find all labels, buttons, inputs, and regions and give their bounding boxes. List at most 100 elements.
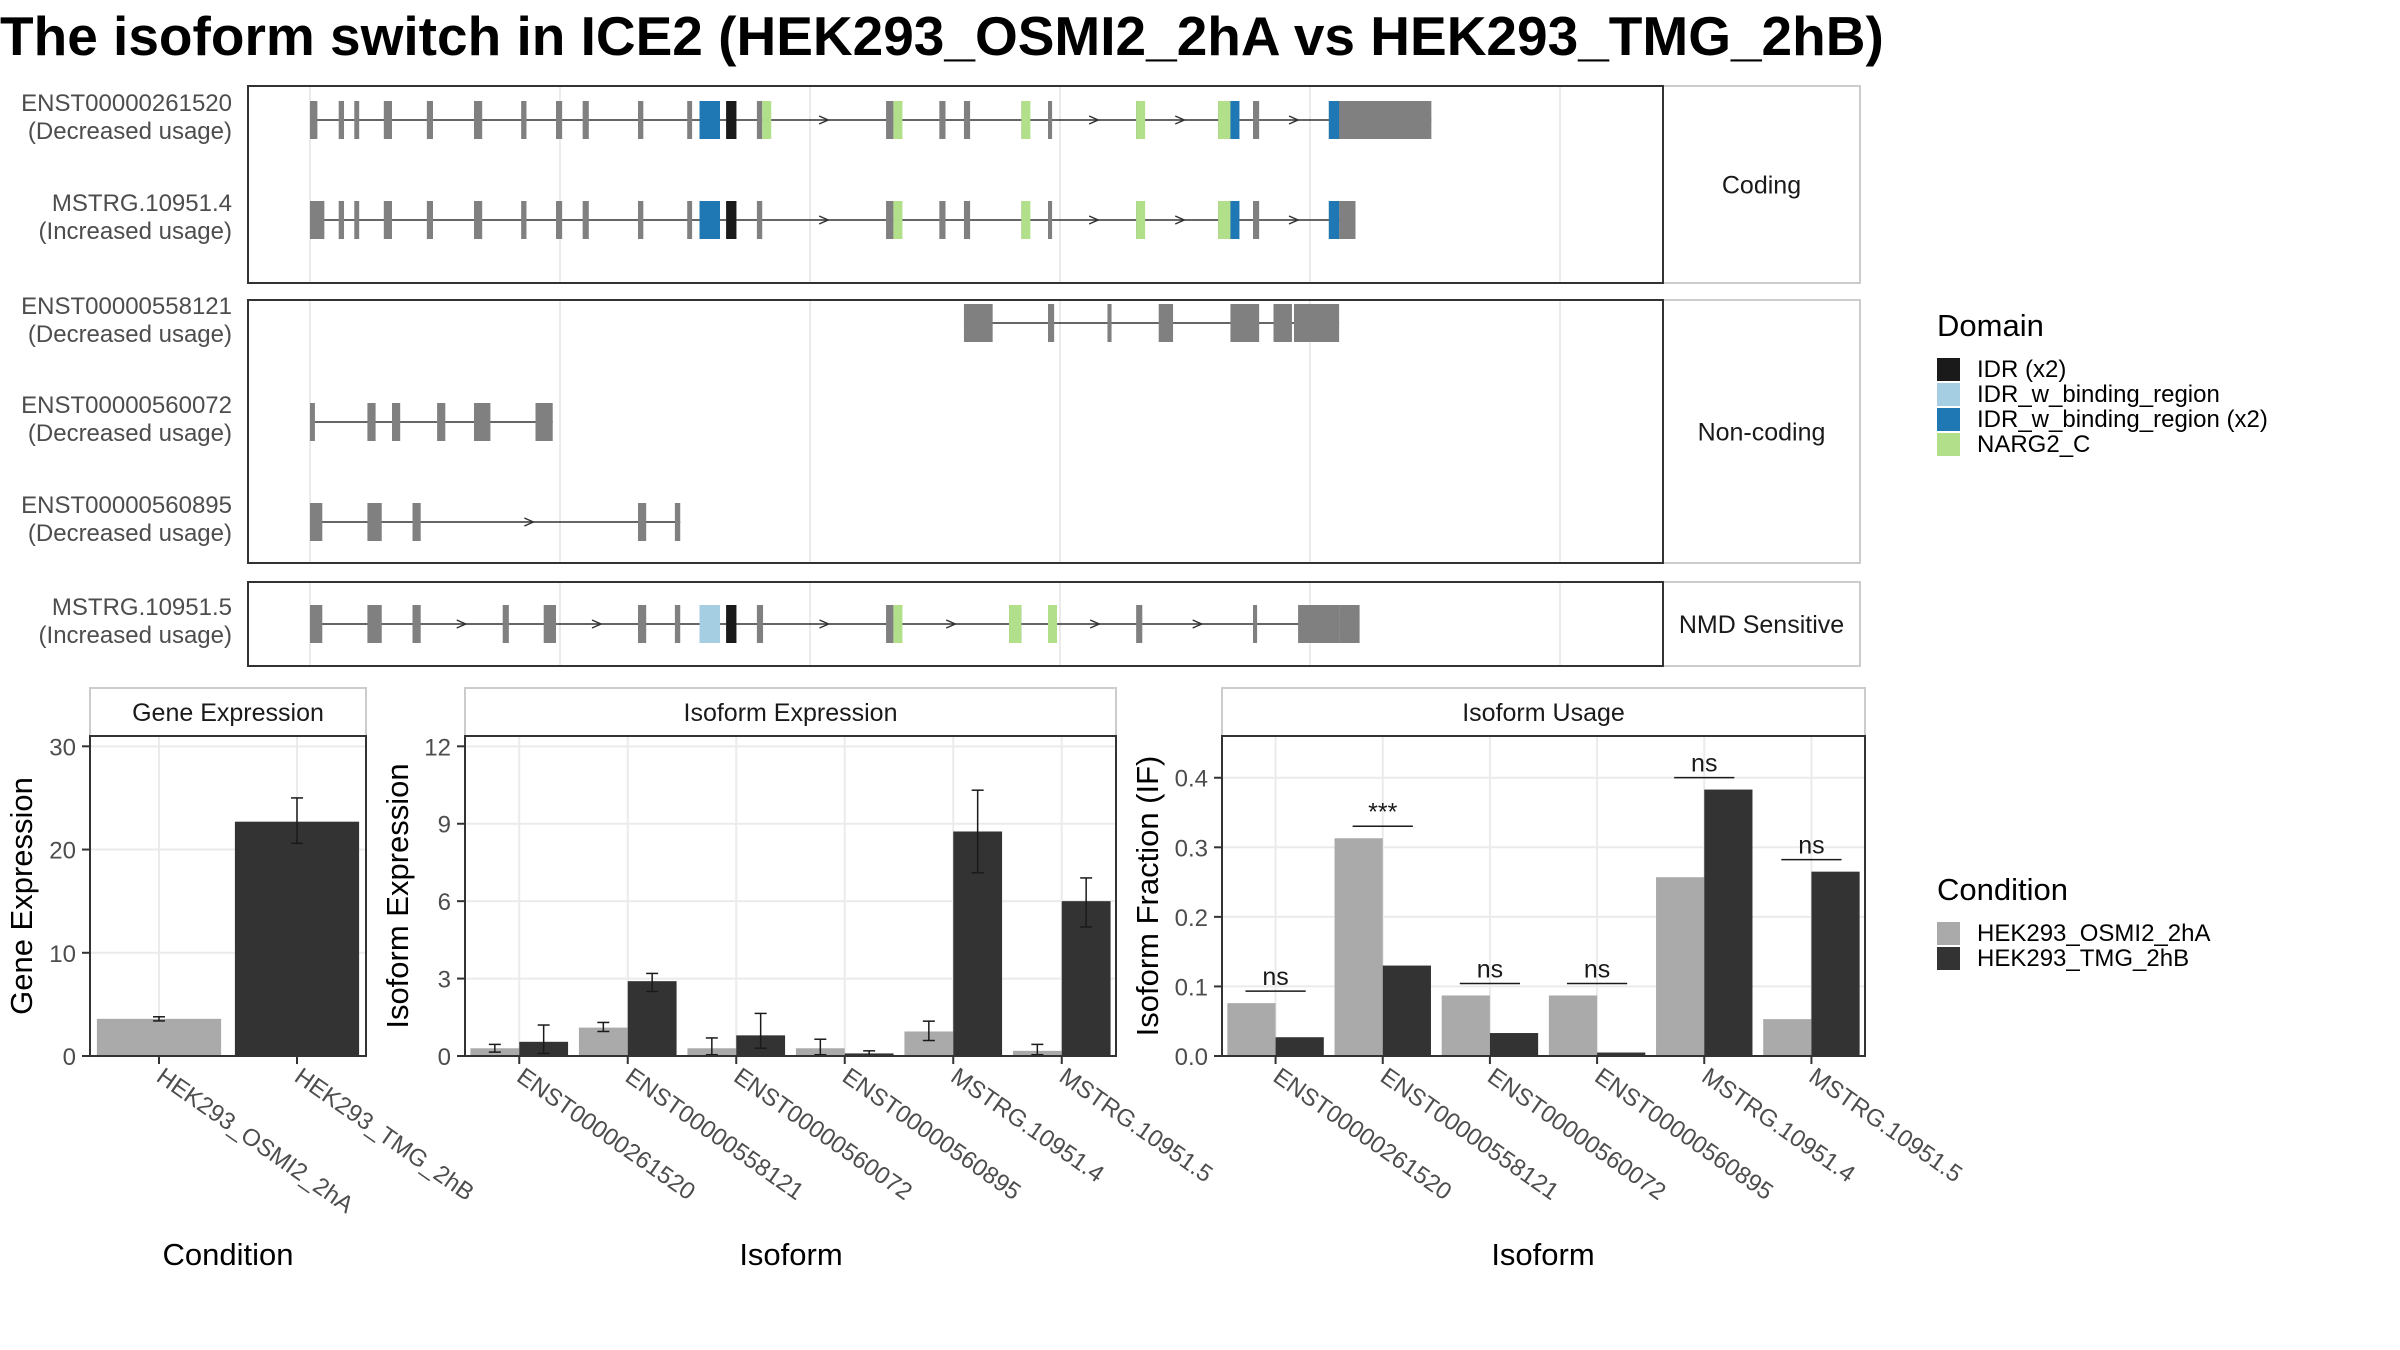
x-tick-label: ENST00000558121 [620,1063,808,1206]
bar [1704,789,1753,1056]
domain-narg2-c [893,605,903,643]
legend-domain: Domain IDR (x2)IDR_w_binding_regionIDR_w_… [1937,308,2268,458]
strand-arrow [1174,215,1187,225]
exon [1298,605,1340,643]
exon [1136,605,1143,643]
exon [1048,201,1053,239]
exon [1107,304,1112,342]
panel-strip [89,687,367,737]
bar [1382,965,1431,1056]
exon [367,605,382,643]
x-tick-label: ENST00000261520 [512,1063,700,1206]
bar [1441,995,1490,1056]
x-axis-title: Isoform [739,1237,842,1272]
bar [1597,1052,1646,1056]
exon [1339,201,1356,239]
strand-arrow [524,517,536,527]
domain-narg2-c [1009,605,1022,643]
transcript-id-label: ENST00000558121 [21,293,232,320]
bar [1811,871,1860,1056]
exon [886,605,894,643]
exon [383,201,392,239]
legend-label: IDR (x2) [1977,356,2066,383]
y-tick-label: 12 [424,734,451,761]
exon [638,503,647,541]
panel-border [247,85,1664,284]
bar [627,981,677,1056]
exon [1253,605,1258,643]
exon [674,503,681,541]
transcript-id-label: ENST00000560072 [21,392,232,419]
exon [338,201,345,239]
exon [1355,101,1432,139]
exon [1158,304,1174,342]
panel-strip-label: Gene Expression [132,699,324,727]
exon [939,201,946,239]
y-tick-label: 9 [438,812,451,839]
exon [1294,304,1340,342]
legend-label: NARG2_C [1977,431,2090,458]
significance-label: ns [1262,963,1288,991]
y-axis-title: Isoform Fraction (IF) [1130,756,1165,1037]
exon [1048,304,1055,342]
transcript-usage-label: (Decreased usage) [28,420,232,447]
bar [1275,1037,1324,1056]
legend-label: HEK293_OSMI2_2hA [1977,920,2210,947]
exon [310,403,315,441]
transcript-group-nmd-sensitive: NMD Sensitive MSTRG.10951.5(Increased usa… [39,581,1861,667]
bar [578,1027,628,1056]
facet-strip-label: Non-coding [1698,419,1826,447]
strand-arrow [945,619,958,629]
significance-label: ns [1691,750,1717,778]
domain-idr-w-binding-region-x2- [1230,201,1240,239]
exon [1253,101,1260,139]
facet-strip-label: NMD Sensitive [1679,611,1844,639]
legend-key [1937,433,1960,456]
exon [502,605,509,643]
y-axis-title: Gene Expression [4,777,39,1015]
strand-arrow [1192,619,1204,629]
x-axis-title: Isoform [1491,1237,1594,1272]
domain-narg2-c [1021,201,1031,239]
y-tick-label: 0 [438,1044,451,1071]
y-tick-label: 0.0 [1175,1044,1208,1071]
panel-border [89,735,367,1057]
facet-strip [1662,299,1861,564]
exon [383,101,392,139]
facet-strip [1662,581,1861,667]
x-tick-label: ENST00000261520 [1268,1063,1456,1206]
y-tick-label: 10 [49,941,76,968]
exon [1048,101,1053,139]
bar [1548,995,1598,1056]
transcript-usage-label: (Decreased usage) [28,321,232,348]
domain-idr-w-binding-region-x2- [1328,201,1340,239]
exon [687,201,693,239]
exon [437,403,446,441]
exon [310,503,323,541]
panel-border [247,299,1664,564]
domain-idr-w-binding-region-x2- [699,201,720,239]
y-tick-label: 20 [49,838,76,865]
domain-narg2-c [1136,101,1146,139]
strand-arrow [1288,215,1300,225]
transcript-ENST00000560895: ENST00000560895(Decreased usage) [21,492,681,547]
exon [674,605,681,643]
exon [1339,605,1360,643]
transcript-ENST00000558121: ENST00000558121(Decreased usage) [21,293,1340,348]
exon [367,503,382,541]
legend-key [1937,358,1960,381]
significance-label: ns [1584,955,1610,983]
exon [354,101,360,139]
significance-label: ns [1798,832,1824,860]
y-tick-label: 0 [63,1044,76,1071]
domain-narg2-c [1218,201,1231,239]
transcript-usage-label: (Increased usage) [39,622,232,649]
exon [687,101,693,139]
domain-narg2-c [1136,201,1146,239]
x-tick-label: ENST00000560072 [729,1063,917,1206]
domain-narg2-c [1048,605,1057,643]
domain-narg2-c [893,101,903,139]
exon [543,605,556,643]
panel-strip [464,687,1117,737]
bar-panel-isoform-usage: Isoform Usage 0.0 0.1 0.2 0.3 0.4 ns *** ns ns ns n… [1130,687,1967,1272]
